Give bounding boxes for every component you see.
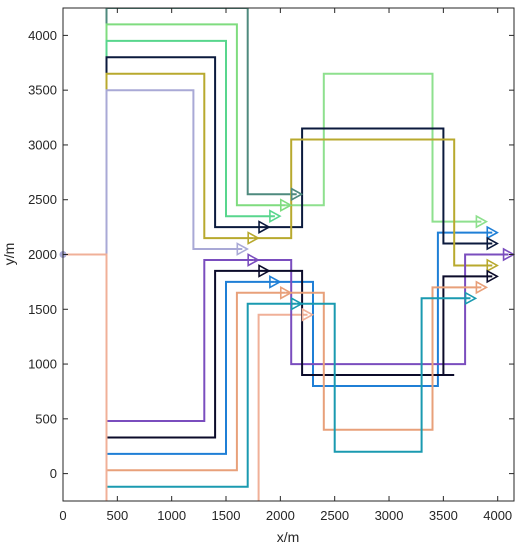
x-tick-label: 0 (59, 508, 66, 523)
y-axis-ticks: 0 500 1000 1500 2000 2500 3000 3500 4000 (28, 28, 514, 481)
series-line-11 (63, 253, 297, 488)
y-tick-label: 3000 (28, 137, 57, 152)
series-end-marker-5 (247, 231, 260, 245)
x-tick-label: 3000 (375, 508, 404, 523)
x-tick-label: 4000 (483, 508, 512, 523)
series-end-marker-8 (258, 264, 271, 278)
series-line-4 (63, 56, 264, 256)
series-end-marker-19 (475, 280, 489, 295)
series-end-marker-16 (486, 258, 499, 273)
y-tick-label: 0 (50, 466, 57, 481)
series-end-marker-10 (279, 285, 293, 300)
x-tick-label: 1500 (212, 508, 241, 523)
marker-layer (59, 187, 516, 322)
y-tick-label: 1000 (28, 357, 57, 372)
x-tick-label: 500 (106, 508, 128, 523)
y-tick-label: 2000 (28, 247, 57, 262)
y-tick-label: 500 (35, 411, 57, 426)
y-tick-label: 2500 (28, 192, 57, 207)
series-end-marker-1 (290, 187, 304, 202)
series-end-marker-17 (502, 247, 516, 262)
series-end-marker-11 (290, 296, 304, 311)
series-end-marker-3 (269, 209, 282, 224)
series-end-marker-2 (279, 198, 293, 213)
x-tick-label: 1000 (157, 508, 186, 523)
series-line-2 (63, 23, 286, 256)
series-line-1 (63, 8, 297, 256)
series-line-19 (285, 286, 482, 431)
series-end-marker-12 (301, 307, 315, 322)
series-line-12 (63, 253, 308, 501)
series-end-marker-18 (486, 269, 499, 284)
series-line-7 (63, 253, 254, 422)
series-line-18 (264, 269, 493, 376)
series-end-marker-4 (258, 220, 271, 234)
x-axis-label: x/m (277, 529, 300, 545)
series-end-marker-13 (475, 214, 489, 229)
x-tick-label: 3500 (429, 508, 458, 523)
series-line-15 (264, 127, 493, 245)
series-end-marker-20 (464, 291, 478, 306)
axes-box (62, 7, 515, 502)
series-layer (63, 8, 509, 501)
y-tick-label: 3500 (28, 83, 57, 98)
series-line-20 (296, 297, 471, 453)
series-end-marker-15 (486, 236, 499, 251)
y-tick-label: 1500 (28, 302, 57, 317)
series-line-17 (253, 253, 509, 366)
series-line-14 (274, 231, 493, 387)
y-tick-label: 4000 (28, 28, 57, 43)
series-end-marker-7 (247, 253, 260, 267)
series-end-marker-9 (269, 275, 282, 289)
y-axis-label: y/m (1, 243, 17, 266)
x-tick-label: 2500 (320, 508, 349, 523)
series-end-marker-14 (486, 225, 499, 240)
x-tick-label: 2000 (266, 508, 295, 523)
series-line-13 (285, 72, 482, 223)
series-line-9 (63, 253, 275, 455)
series-line-16 (253, 138, 493, 267)
series-end-marker-6 (236, 242, 249, 256)
x-axis-ticks: 0 500 1000 1500 2000 2500 3000 3500 4000 (59, 8, 512, 523)
